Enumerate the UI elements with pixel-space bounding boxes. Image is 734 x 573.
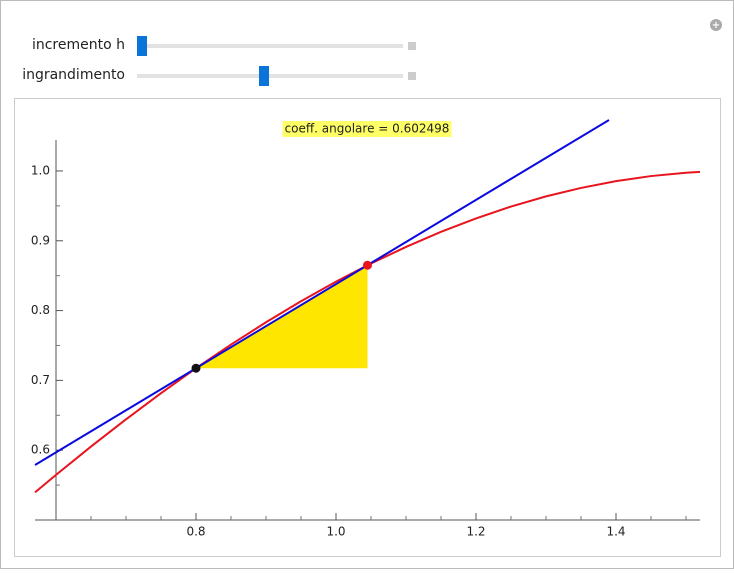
annotation: coeff. angolare = 0.602498 <box>285 122 450 136</box>
options-icon: + <box>712 20 720 31</box>
point <box>191 363 201 373</box>
slider-thumb[interactable] <box>137 36 147 56</box>
options-button[interactable] <box>710 19 722 31</box>
annotation-background <box>282 121 452 137</box>
x-tick-label: 1.0 <box>326 525 345 539</box>
y-tick-label: 0.6 <box>31 443 50 457</box>
x-tick-label: 0.8 <box>186 525 205 539</box>
point <box>363 260 372 270</box>
slider-thumb[interactable] <box>259 66 269 86</box>
y-tick-label: 0.8 <box>31 303 50 317</box>
slider-label: incremento h <box>32 37 125 53</box>
x-tick-label: 1.4 <box>606 525 625 539</box>
y-tick-label: 0.9 <box>31 233 50 247</box>
y-tick-label: 1.0 <box>31 163 50 177</box>
y-tick-label: 0.7 <box>31 373 50 387</box>
x-tick-label: 1.2 <box>466 525 485 539</box>
slider-expand[interactable] <box>408 72 416 80</box>
slider-track[interactable] <box>137 74 403 78</box>
slider-label: ingrandimento <box>22 67 125 83</box>
plot: 0.8 1.0 1.2 1.4 0.6 0.7 0.8 0.9 1.0 coeff. angola… <box>31 119 701 539</box>
line <box>34 119 610 466</box>
slider-expand[interactable] <box>408 42 416 50</box>
slider-track[interactable] <box>137 44 403 48</box>
